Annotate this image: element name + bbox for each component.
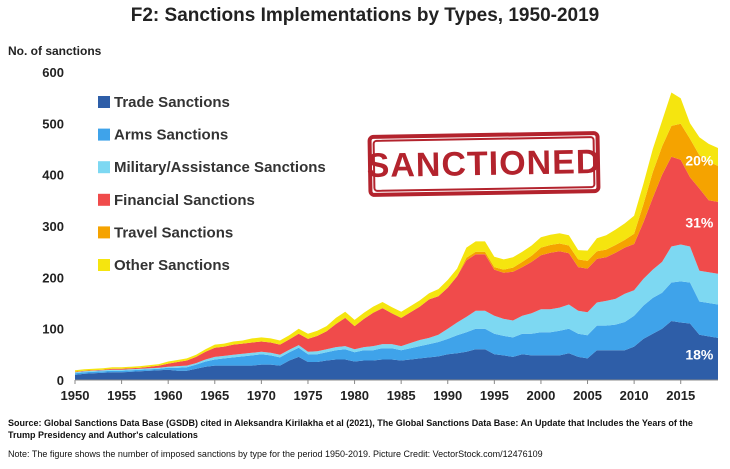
x-tick-label: 1965	[200, 388, 229, 403]
legend-label: Financial Sanctions	[114, 192, 255, 209]
x-tick-label: 1960	[154, 388, 183, 403]
chart-title: F2: Sanctions Implementations by Types, …	[130, 5, 600, 26]
stamp-inner-border: SANCTIONED	[366, 136, 602, 192]
x-tick-label: 1975	[294, 388, 323, 403]
y-tick-label: 0	[57, 373, 64, 388]
legend: Trade Sanctions Arms Sanctions Military/As…	[98, 94, 326, 274]
x-tick-label: 2000	[526, 388, 555, 403]
annotations: 20% 31% 18%	[685, 152, 714, 362]
sanctioned-stamp: SANCTIONED	[366, 130, 602, 198]
share-annotation: 31%	[685, 215, 714, 231]
y-tick-label: 400	[42, 168, 64, 183]
y-tick-label: 600	[42, 65, 64, 80]
axes: 0 100 200 300 400 500 600 1950 1955 1960 1965 1970 1…	[42, 65, 718, 403]
legend-label: Trade Sanctions	[114, 94, 230, 111]
x-tick-label: 1980	[340, 388, 369, 403]
legend-swatch	[98, 259, 110, 271]
legend-swatch	[98, 161, 110, 174]
source-text: Source: Global Sanctions Data Base (GSDB…	[8, 418, 693, 440]
y-tick-label: 500	[42, 116, 64, 131]
share-annotation: 18%	[685, 346, 714, 362]
x-tick-label: 1985	[387, 388, 416, 403]
legend-label: Arms Sanctions	[114, 127, 228, 144]
legend-swatch	[98, 193, 110, 206]
legend-swatch	[98, 226, 110, 239]
area-series-2	[75, 244, 718, 374]
x-tick-label: 2005	[573, 388, 602, 403]
share-annotation: 20%	[685, 152, 714, 168]
legend-label: Travel Sanctions	[114, 224, 233, 241]
stamp-text: SANCTIONED	[366, 142, 602, 185]
x-tick-label: 1950	[61, 388, 90, 403]
area-series-0	[75, 321, 718, 380]
x-tick-label: 2010	[620, 388, 649, 403]
area-series-3	[75, 156, 718, 373]
legend-swatch	[98, 128, 110, 141]
x-tick-label: 1970	[247, 388, 276, 403]
area-series-1	[75, 281, 718, 375]
y-tick-label: 100	[42, 322, 64, 337]
stacked-areas	[75, 92, 718, 380]
note-text: Note: The figure shows the number of imp…	[8, 449, 543, 459]
x-tick-label: 1955	[107, 388, 136, 403]
y-tick-label: 300	[42, 219, 64, 234]
legend-swatch	[98, 96, 110, 108]
legend-label: Military/Assistance Sanctions	[114, 159, 326, 176]
x-tick-label: 1995	[480, 388, 509, 403]
legend-label: Other Sanctions	[114, 257, 230, 274]
x-tick-label: 2015	[666, 388, 695, 403]
y-axis-label: No. of sanctions	[8, 44, 102, 58]
x-tick-label: 1990	[433, 388, 462, 403]
y-tick-label: 200	[42, 270, 64, 285]
